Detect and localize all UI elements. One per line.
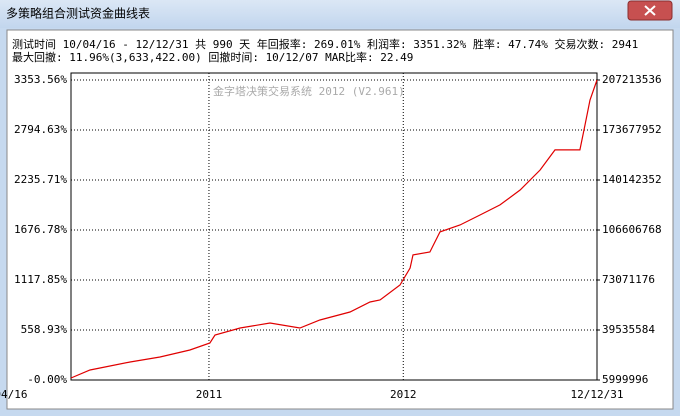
- y2-tick-label: 207213536: [602, 73, 662, 86]
- y2-tick-label: 140142352: [602, 173, 662, 186]
- close-icon: [644, 5, 656, 16]
- y-tick-label: -0.00%: [27, 373, 67, 386]
- y2-tick-label: 106606768: [602, 223, 662, 236]
- equity-line: [70, 79, 598, 379]
- y2-tick-label: 73071176: [602, 273, 655, 286]
- y2-tick-label: 39535584: [602, 323, 655, 336]
- title-bar: [0, 0, 680, 28]
- y2-tick-label: 5999996: [602, 373, 648, 386]
- x-tick-label: 2012: [390, 388, 417, 401]
- x-tick-label: 10/04/16: [0, 388, 27, 401]
- y-tick-label: 3353.56%: [14, 73, 67, 86]
- y-tick-label: 558.93%: [21, 323, 68, 336]
- x-tick-label: 2011: [196, 388, 223, 401]
- info-line: 测试时间 10/04/16 - 12/12/31 共 990 天 年回报率: 2…: [12, 37, 638, 51]
- x-tick-label: 12/12/31: [571, 388, 624, 401]
- watermark: 金字塔决策交易系统 2012 (V2.961): [213, 84, 405, 98]
- y-tick-label: 1676.78%: [14, 223, 67, 236]
- window-title: 多策略组合测试资金曲线表: [6, 6, 150, 21]
- info-line: 最大回撤: 11.96%(3,633,422.00) 回撤时间: 10/12/0…: [12, 50, 413, 64]
- y-tick-label: 2235.71%: [14, 173, 67, 186]
- y-tick-label: 2794.63%: [14, 123, 67, 136]
- y-tick-label: 1117.85%: [14, 273, 67, 286]
- y2-tick-label: 173677952: [602, 123, 662, 136]
- plot-area: [70, 72, 598, 381]
